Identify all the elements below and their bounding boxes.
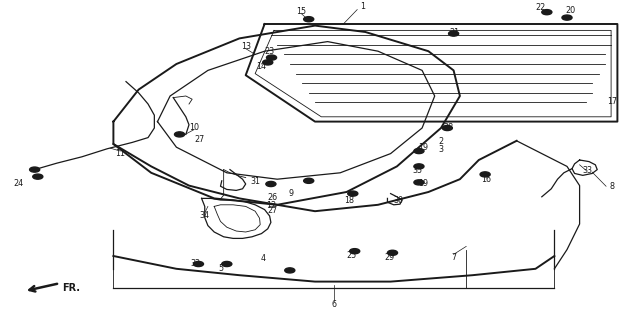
Text: 32: 32 — [190, 260, 200, 268]
Text: 15: 15 — [296, 7, 306, 16]
Circle shape — [542, 10, 552, 15]
Text: 10: 10 — [189, 123, 199, 132]
Text: 16: 16 — [481, 175, 491, 184]
Text: 27: 27 — [267, 206, 277, 215]
Circle shape — [263, 60, 273, 65]
Text: 33: 33 — [582, 166, 592, 175]
Text: 31: 31 — [250, 177, 260, 186]
Text: 8: 8 — [610, 182, 615, 191]
Circle shape — [193, 261, 203, 267]
Text: 27: 27 — [194, 135, 204, 144]
Text: 24: 24 — [14, 179, 24, 188]
Text: 7: 7 — [451, 253, 456, 262]
Text: 28: 28 — [444, 123, 454, 132]
Circle shape — [480, 172, 490, 177]
Text: 35: 35 — [412, 166, 422, 175]
Text: 5: 5 — [218, 264, 223, 273]
Circle shape — [414, 164, 424, 169]
Text: 13: 13 — [241, 42, 251, 51]
Text: 25: 25 — [346, 251, 357, 260]
Circle shape — [562, 15, 572, 20]
Circle shape — [304, 178, 314, 183]
Text: 12: 12 — [266, 201, 276, 210]
Circle shape — [33, 174, 43, 179]
Text: 3: 3 — [438, 145, 444, 154]
Text: 6: 6 — [331, 300, 336, 309]
Circle shape — [449, 31, 459, 36]
Text: 4: 4 — [261, 254, 266, 263]
Text: 19: 19 — [418, 143, 428, 152]
Text: 19: 19 — [418, 179, 428, 188]
Circle shape — [348, 191, 358, 196]
Circle shape — [414, 180, 424, 185]
Text: 11: 11 — [115, 149, 125, 158]
Text: 20: 20 — [565, 6, 575, 15]
Circle shape — [266, 181, 276, 187]
Circle shape — [350, 249, 360, 254]
Text: 26: 26 — [267, 193, 277, 202]
Circle shape — [304, 17, 314, 22]
Text: 34: 34 — [200, 211, 210, 220]
Text: 1: 1 — [360, 2, 365, 11]
Text: 2: 2 — [438, 137, 444, 146]
Text: 14: 14 — [256, 62, 266, 71]
Text: 9: 9 — [289, 189, 294, 198]
Circle shape — [442, 125, 452, 131]
Text: 22: 22 — [536, 3, 546, 12]
Text: 17: 17 — [607, 97, 617, 106]
Circle shape — [414, 148, 424, 154]
Circle shape — [266, 55, 277, 60]
Circle shape — [387, 250, 398, 255]
Text: 29: 29 — [384, 253, 394, 262]
Circle shape — [222, 261, 232, 267]
Text: 21: 21 — [450, 28, 460, 36]
Text: 30: 30 — [393, 196, 403, 205]
Circle shape — [175, 132, 185, 137]
Text: FR.: FR. — [62, 283, 80, 293]
Text: 18: 18 — [345, 196, 355, 205]
Text: 23: 23 — [265, 47, 275, 56]
Circle shape — [285, 268, 295, 273]
Circle shape — [30, 167, 40, 172]
